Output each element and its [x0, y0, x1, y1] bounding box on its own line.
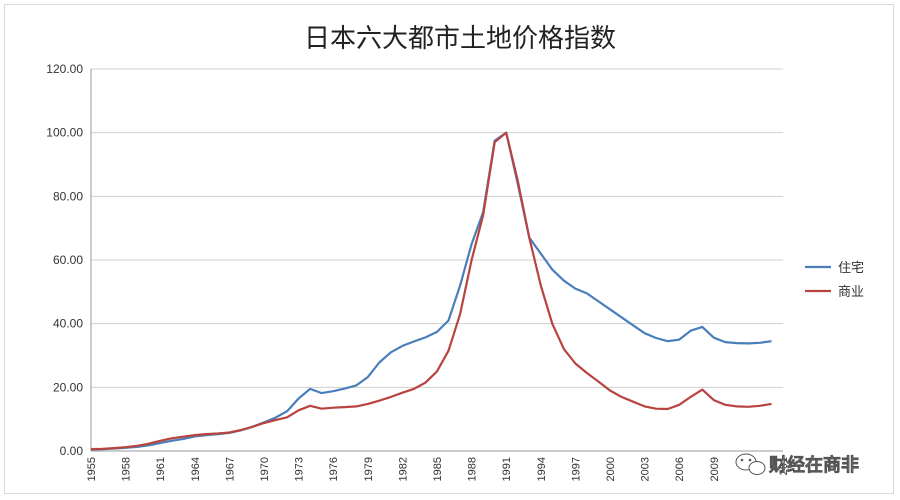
y-tick-label: 40.00 — [53, 317, 83, 331]
x-tick-label: 1967 — [224, 457, 236, 481]
x-tick-label: 1973 — [294, 457, 306, 481]
y-tick-label: 20.00 — [53, 380, 83, 394]
chart-title: 日本六大都市土地价格指数 — [304, 24, 616, 54]
x-tick-label: 1958 — [121, 457, 133, 481]
legend-label: 住宅 — [838, 261, 864, 276]
x-tick-label: 2000 — [605, 457, 617, 481]
y-axis: 0.00 20.00 40.00 60.00 80.00 100.00 120.00 — [46, 62, 92, 458]
chart-frame: 日本六大都市土地价格指数 0.00 20.00 40.00 60.00 80.00 100… — [4, 4, 894, 494]
x-tick-label: 1964 — [190, 457, 202, 481]
y-tick-label: 100.00 — [46, 126, 83, 140]
watermark: 财经在商非 — [735, 453, 859, 476]
x-tick-label: 1994 — [536, 457, 548, 481]
x-tick-label: 1991 — [501, 457, 513, 481]
x-tick-label: 1982 — [397, 457, 409, 481]
x-tick-label: 1997 — [570, 457, 582, 481]
x-tick-label: 1976 — [328, 457, 340, 481]
x-axis: 1955 1958 1961 1964 1967 1970 1973 1976 1979 1982… — [86, 450, 790, 481]
series-line-2 — [90, 131, 772, 451]
line-chart: 日本六大都市土地价格指数 0.00 20.00 40.00 60.00 80.00 100… — [46, 24, 864, 481]
y-tick-label: 80.00 — [53, 189, 83, 203]
watermark-text: 财经在商非 — [769, 454, 859, 476]
x-tick-label: 201 — [778, 457, 790, 475]
x-tick-label: 1955 — [86, 457, 98, 481]
x-tick-label: 2006 — [674, 457, 686, 481]
x-tick-label: 1970 — [259, 457, 271, 481]
x-tick-label: 2009 — [709, 457, 721, 481]
x-tick-label: 1961 — [155, 457, 167, 481]
y-tick-label: 60.00 — [53, 253, 83, 267]
legend-label: 商业 — [838, 285, 864, 300]
x-tick-label: 2003 — [640, 457, 652, 481]
y-tick-label: 120.00 — [46, 62, 83, 76]
x-tick-label: 1988 — [467, 457, 479, 481]
x-tick-label: 1985 — [432, 457, 444, 481]
x-tick-label: 1979 — [363, 457, 375, 481]
gridlines — [91, 68, 783, 452]
y-tick-label: 0.00 — [60, 444, 84, 458]
series-lines — [90, 131, 772, 451]
series-line-1 — [90, 131, 772, 451]
wechat-icon — [735, 453, 766, 475]
